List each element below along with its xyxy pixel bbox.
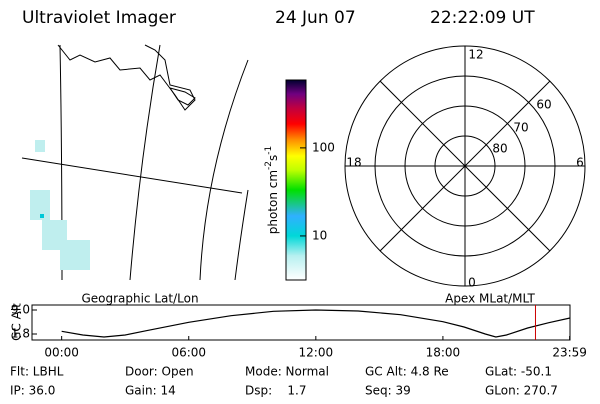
map <box>21 44 249 281</box>
polar-grid <box>344 45 586 287</box>
altitude-line <box>61 309 571 338</box>
x-tick-label: 06:00 <box>171 346 206 360</box>
status-field: Dsp: 1.7 <box>245 384 307 398</box>
status-field: IP: 36.0 <box>10 384 55 398</box>
colorbar-tick-label: 10 <box>312 228 327 242</box>
hour-label: 6 <box>576 156 584 170</box>
hour-label: 12 <box>468 48 483 62</box>
unit-exp: -2 <box>264 161 274 170</box>
status-field: Gain: 14 <box>125 384 176 398</box>
panel-title: Apex MLat/MLT <box>445 292 535 306</box>
y-axis-label: GC Alt <box>10 303 24 341</box>
status-field: Seq: 39 <box>365 384 411 398</box>
status-field: GC Alt: 4.8 Re <box>365 365 449 379</box>
hour-label: 18 <box>346 156 361 170</box>
status-field: GLon: 270.7 <box>485 384 558 398</box>
hour-label: 0 <box>468 276 476 290</box>
unit: photon cm <box>266 170 280 234</box>
status-field: Mode: Normal <box>245 365 329 379</box>
status-field: Flt: LBHL <box>10 365 64 379</box>
lat-label: 80 <box>492 142 507 156</box>
x-tick-label: 12:00 <box>299 346 334 360</box>
y-tick-label: 1.8 <box>11 327 30 341</box>
panel-title: Geographic Lat/Lon <box>81 292 198 306</box>
lat-label: 60 <box>536 98 551 112</box>
unit: s <box>266 155 280 161</box>
unit-exp: -1 <box>264 146 274 155</box>
x-tick-label: 23:59 <box>552 346 587 360</box>
status-field: GLat: -50.1 <box>485 365 552 379</box>
date: 24 Jun 07 <box>275 8 356 28</box>
plot-frame <box>31 304 571 341</box>
x-tick-label: 18:00 <box>426 346 461 360</box>
colorbar-label: photon cm-2s-1 <box>264 146 280 235</box>
colorbar <box>285 79 307 281</box>
x-tick-label: 00:00 <box>44 346 79 360</box>
time: 22:22:09 UT <box>430 8 535 28</box>
title: Ultraviolet Imager <box>22 8 176 28</box>
colorbar-tick-label: 100 <box>312 140 335 154</box>
lat-label: 70 <box>513 121 528 135</box>
y-tick-label: 9.0 <box>11 303 30 317</box>
status-field: Door: Open <box>125 365 194 379</box>
